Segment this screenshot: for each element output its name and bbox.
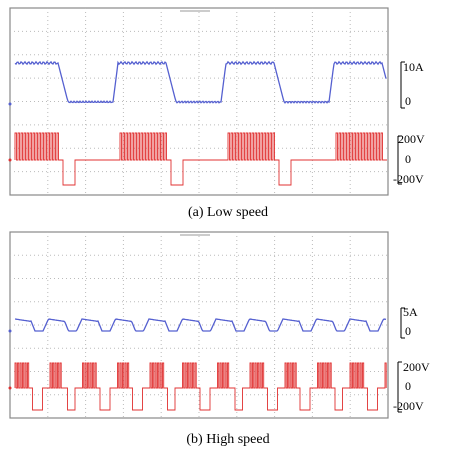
panel-b (8, 231, 389, 419)
scale-label: 0 (405, 152, 411, 166)
trace-marker (8, 329, 12, 333)
current-trace (14, 318, 387, 332)
voltage-trace (14, 362, 387, 411)
scale-label: 200V (398, 132, 425, 146)
trace-marker (8, 158, 12, 162)
current-trace (14, 60, 387, 104)
scale-label: 5A (403, 305, 418, 319)
scope-header (180, 10, 210, 12)
trace-marker (8, 386, 12, 390)
caption: (b) High speed (186, 432, 269, 447)
scale-label: 0 (405, 324, 411, 338)
scope-header (180, 234, 210, 236)
scale-label: -200V (393, 172, 424, 186)
bracket (397, 61, 405, 413)
panel-a (8, 7, 389, 196)
scale-label: 0 (405, 94, 411, 108)
voltage-trace (14, 132, 387, 186)
scale-label: 200V (403, 360, 430, 374)
trace-marker (8, 102, 12, 106)
scale-label: 0 (405, 379, 411, 393)
scale-label: 10A (403, 60, 424, 74)
caption: (a) Low speed (188, 205, 268, 220)
scale-label: -200V (393, 399, 424, 413)
